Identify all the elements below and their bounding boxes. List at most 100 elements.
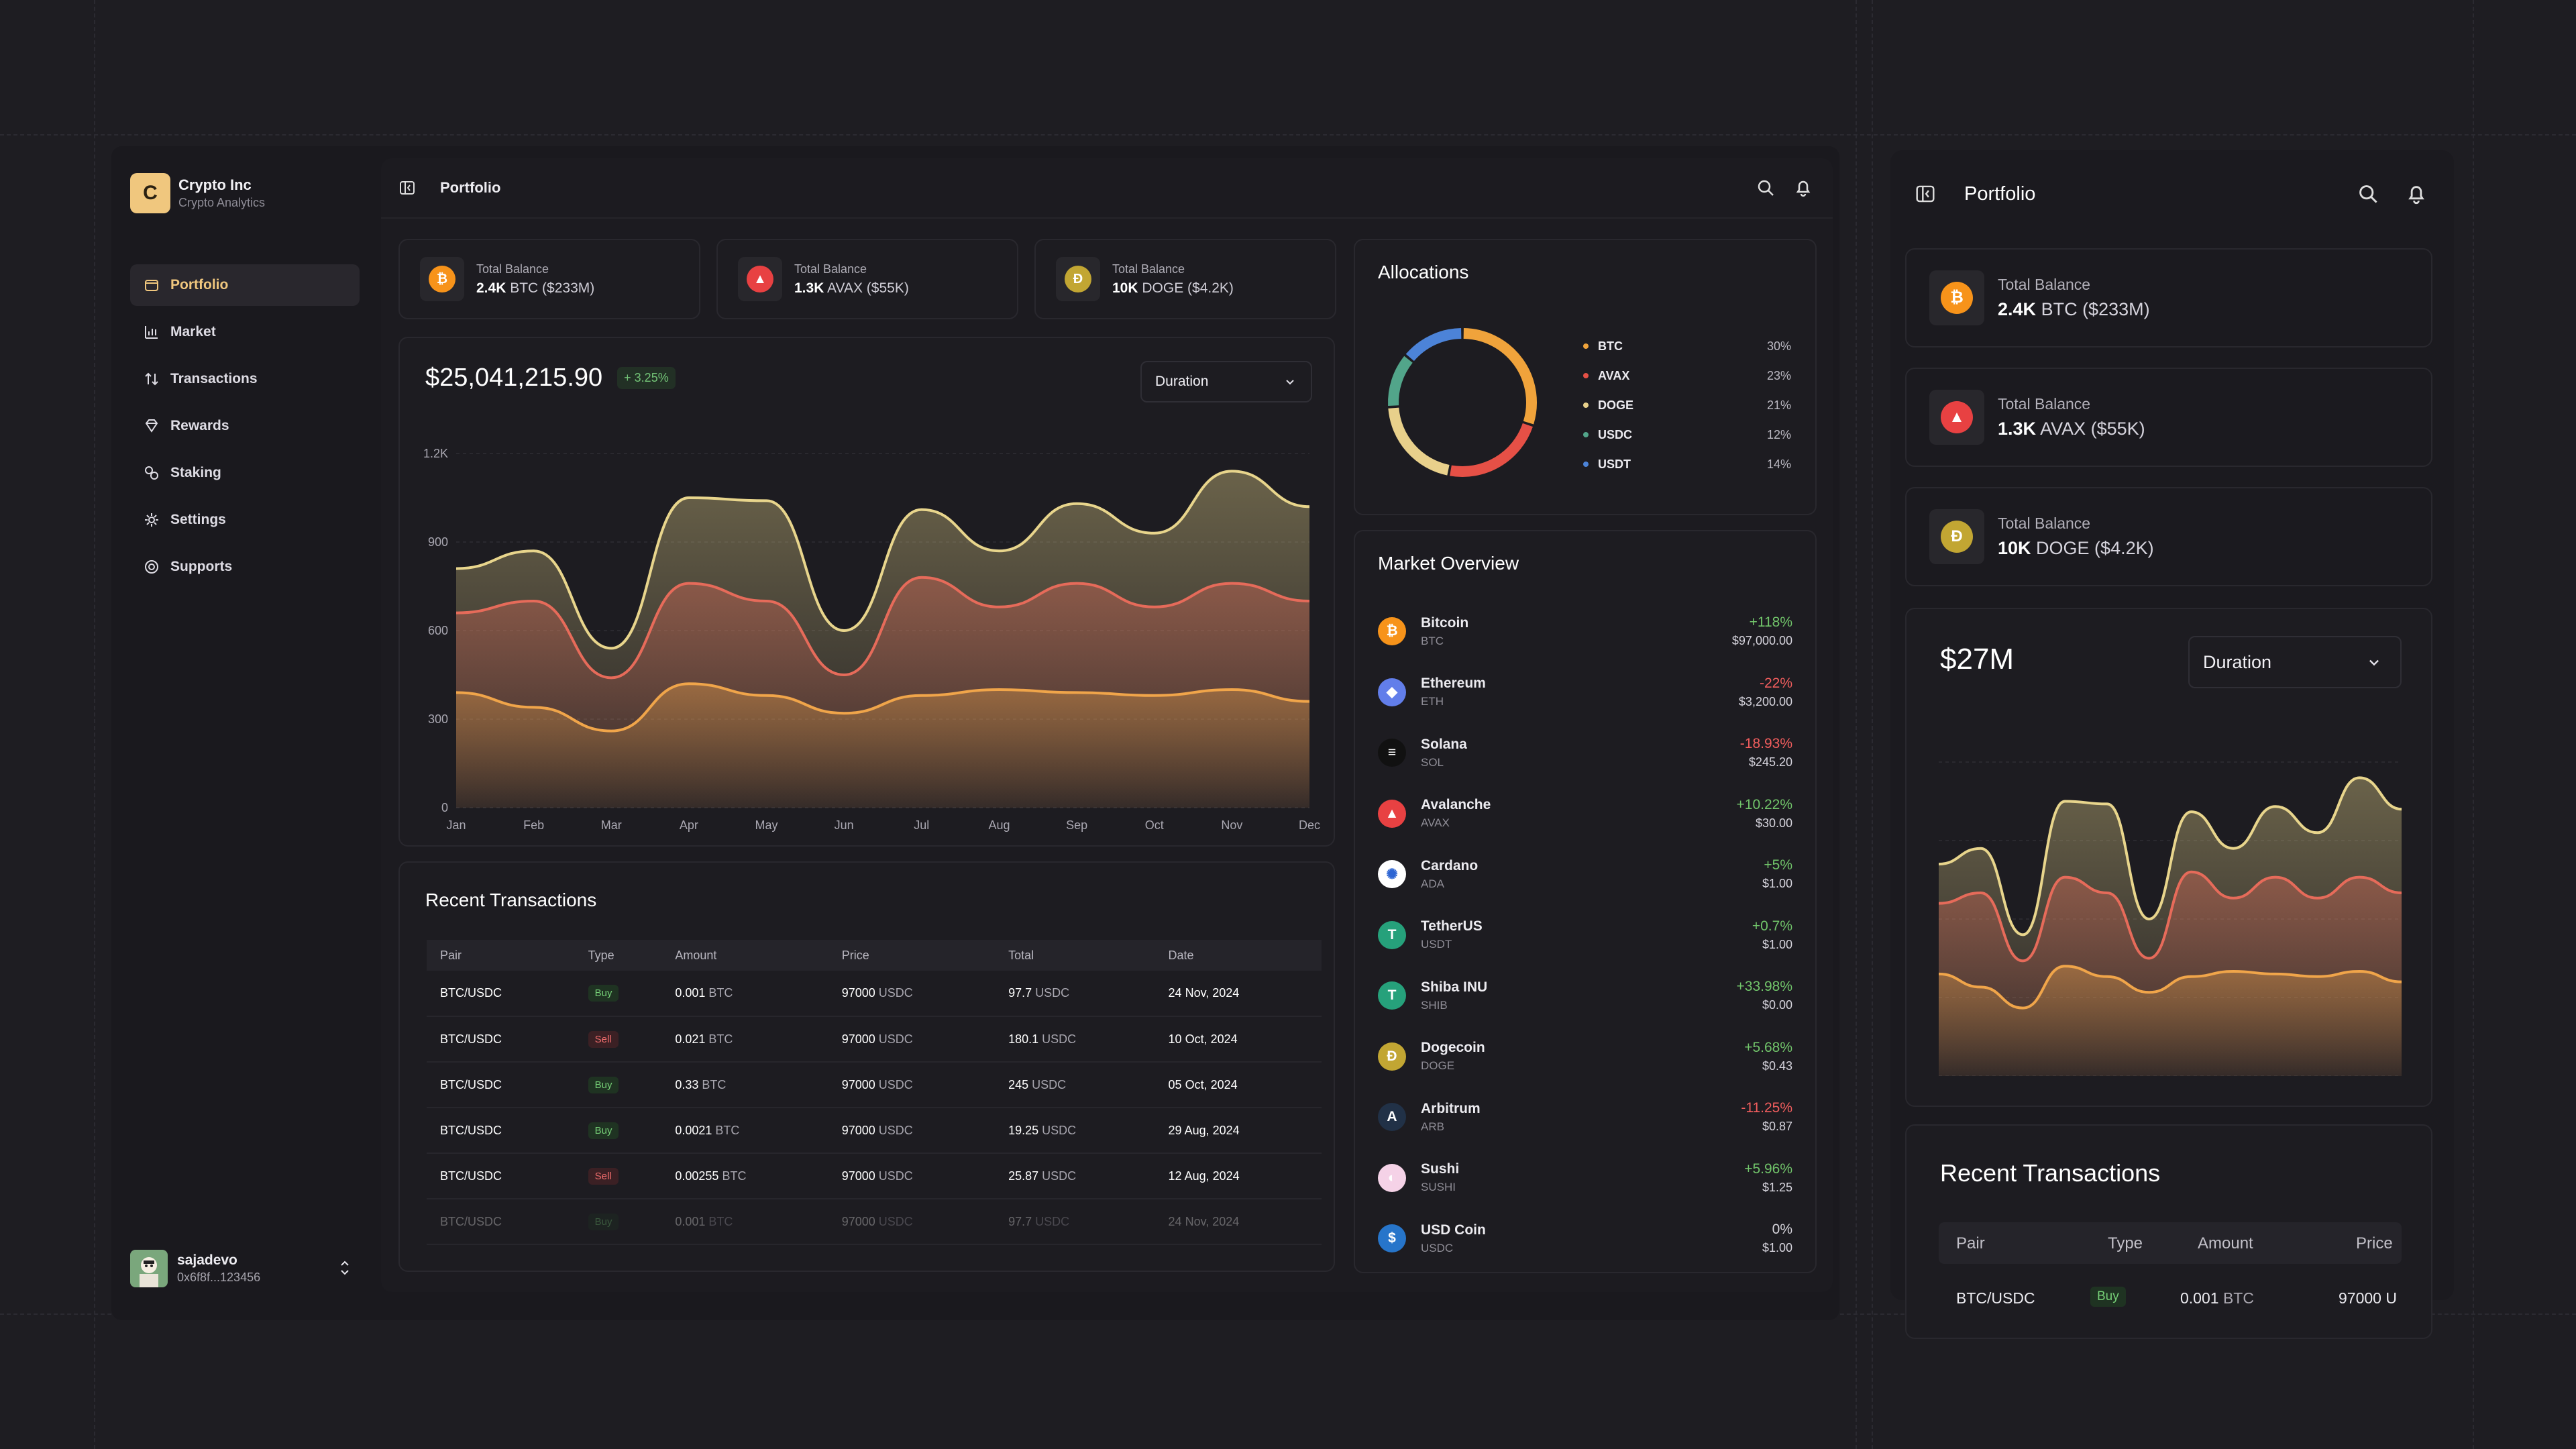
table-row[interactable]: BTC/USDC Buy 0.001 BTC 97000 USDC 97.7 USDC 2… — [427, 971, 1322, 1017]
coin-symbol: USDC — [1421, 1241, 1454, 1254]
market-overview-card: Market Overview ₿ Bitcoin BTC +118% $97,000.… — [1354, 530, 1817, 1273]
price: 97000 U — [2339, 1289, 2397, 1307]
sidebar-item-supports[interactable]: Supports — [130, 546, 360, 588]
coin-symbol: SHIB — [1421, 998, 1448, 1012]
amount_unit: BTC — [702, 1077, 727, 1091]
brand[interactable]: C Crypto Inc Crypto Analytics — [130, 173, 265, 213]
balance-card[interactable]: ₿ Total Balance 2.4K BTC ($233M) — [398, 239, 700, 319]
market-row[interactable]: ◆ Ethereum ETH -22% $3,200.00 — [1355, 662, 1815, 722]
coin-icon: Ð — [1065, 266, 1091, 292]
sidebar-item-label: Market — [170, 324, 216, 339]
market-row[interactable]: T Shiba INU SHIB +33.98% $0.00 — [1355, 965, 1815, 1026]
sidebar-toggle-icon[interactable] — [1915, 183, 1936, 205]
legend-dot — [1583, 402, 1589, 408]
market-row[interactable]: ▲ Avalanche AVAX +10.22% $30.00 — [1355, 784, 1815, 844]
sidebar-nav: Portfolio Market Transactions Rewards Stakin… — [130, 264, 360, 593]
line-series-1 — [1939, 870, 2402, 963]
duration-select[interactable]: Duration — [1140, 361, 1312, 402]
balance-value: 10K DOGE ($4.2K) — [1112, 280, 1234, 297]
amount: 0.001 BTC — [2180, 1289, 2254, 1307]
table-row[interactable]: BTC/USDC Buy 0.0021 BTC 97000 USDC 19.25 USD… — [427, 1108, 1322, 1154]
market-row[interactable]: ≡ Solana SOL -18.93% $245.20 — [1355, 722, 1815, 783]
coin-symbol: ARB — [1421, 1120, 1444, 1133]
coin-change: +0.7% — [1752, 918, 1792, 934]
guide-line — [94, 0, 95, 1449]
table-row[interactable]: BTC/USDC Sell 0.021 BTC 97000 USDC 180.1 USD… — [427, 1016, 1322, 1063]
market-row[interactable]: ◐ Sushi SUSHI +5.96% $1.25 — [1355, 1148, 1815, 1208]
allocation-segment-usdc — [1388, 356, 1413, 407]
sidebar-item-staking[interactable]: Staking — [130, 452, 360, 494]
chevron-up-down-icon[interactable] — [337, 1258, 353, 1277]
coin-price: $1.00 — [1762, 1241, 1792, 1254]
bell-icon[interactable] — [2406, 183, 2427, 205]
mobile-page-title: Portfolio — [1964, 182, 2036, 205]
support-icon — [142, 557, 161, 576]
total_unit: USDC — [1035, 986, 1070, 1000]
allocations-legend: BTC 30% AVAX 23% DOGE 21% USDC 12% USDT 14% — [1583, 331, 1791, 479]
coin-icon: ≡ — [1378, 739, 1406, 767]
sidebar-item-market[interactable]: Market — [130, 311, 360, 353]
coin-icon: T — [1378, 981, 1406, 1010]
table-row[interactable]: BTC/USDC Buy 0.33 BTC 97000 USDC 245 USDC 05 … — [427, 1062, 1322, 1108]
coin-symbol: DOGE — [1421, 1059, 1455, 1072]
allocation-percent: 12% — [1766, 427, 1791, 441]
y-tick-label: 600 — [428, 624, 448, 637]
sidebar-item-rewards[interactable]: Rewards — [130, 405, 360, 447]
allocation-segment-avax — [1450, 423, 1533, 477]
market-row[interactable]: Ð Dogecoin DOGE +5.68% $0.43 — [1355, 1026, 1815, 1087]
sidebar-toggle-icon[interactable] — [398, 179, 416, 197]
mobile-balance-card[interactable]: ₿ Total Balance 2.4K BTC ($233M) — [1905, 248, 2432, 347]
line-series-0 — [455, 470, 1310, 650]
market-row[interactable]: $ USD Coin USDC 0% $1.00 — [1355, 1208, 1815, 1269]
balance-card[interactable]: ▲ Total Balance 1.3K AVAX ($55K) — [716, 239, 1018, 319]
coin-price: $1.25 — [1762, 1180, 1792, 1194]
allocation-percent: 23% — [1766, 368, 1791, 382]
mobile-balance-card[interactable]: Ð Total Balance 10K DOGE ($4.2K) — [1905, 487, 2432, 586]
x-tick-label: May — [755, 818, 778, 832]
sidebar-item-settings[interactable]: Settings — [130, 499, 360, 541]
date: 24 Nov, 2024 — [1168, 1214, 1240, 1228]
market-row[interactable]: A Arbitrum ARB -11.25% $0.87 — [1355, 1087, 1815, 1147]
x-tick-label: Feb — [523, 818, 544, 832]
sidebar-item-portfolio[interactable]: Portfolio — [130, 264, 360, 306]
coin-icon: ₿ — [429, 266, 455, 292]
coin-price: $245.20 — [1748, 755, 1792, 769]
allocation-legend-item: AVAX 23% — [1583, 361, 1791, 390]
search-icon[interactable] — [1756, 178, 1775, 197]
mobile-table-header — [1939, 1222, 2402, 1264]
coin-change: +118% — [1749, 614, 1792, 630]
table-row[interactable]: BTC/USDC Buy 0.001 BTC 97000 USDC 97.7 USDC 2… — [427, 1199, 1322, 1245]
market-row[interactable]: T TetherUS USDT +0.7% $1.00 — [1355, 905, 1815, 965]
allocation-name: USDC — [1598, 427, 1633, 441]
balance-amount: 1.3K — [1998, 419, 2037, 439]
portfolio-value: $25,041,215.90 — [425, 364, 603, 392]
coin-change: -11.25% — [1741, 1100, 1792, 1116]
market-row[interactable]: ✺ Cardano ADA +5% $1.00 — [1355, 844, 1815, 904]
mobile-duration-select[interactable]: Duration — [2188, 636, 2402, 688]
coin-symbol: BTC — [1421, 634, 1444, 647]
sidebar-item-label: Portfolio — [170, 277, 229, 292]
mobile-balance-card[interactable]: ▲ Total Balance 1.3K AVAX ($55K) — [1905, 368, 2432, 467]
coin-change: +5.68% — [1744, 1039, 1792, 1055]
coin-icon: ▲ — [747, 266, 773, 292]
bell-icon[interactable] — [1794, 178, 1813, 197]
pair: BTC/USDC — [440, 1169, 502, 1183]
line-series-1 — [455, 576, 1310, 680]
duration-label: Duration — [1155, 374, 1209, 389]
market-row[interactable]: ₿ Bitcoin BTC +118% $97,000.00 — [1355, 601, 1815, 661]
table-row[interactable]: BTC/USDC Sell 0.00255 BTC 97000 USDC 25.87 U… — [427, 1153, 1322, 1199]
area-fill-series-2 — [1939, 966, 2402, 1076]
coin-price: $0.87 — [1762, 1120, 1792, 1133]
table-header-amount: Amount — [661, 940, 828, 971]
legend-dot — [1583, 432, 1589, 437]
coin-price: $30.00 — [1755, 816, 1792, 830]
balance-card[interactable]: Ð Total Balance 10K DOGE ($4.2K) — [1034, 239, 1336, 319]
y-tick-label: 900 — [428, 535, 448, 549]
user-profile[interactable]: sajadevo 0x6f8f...123456 — [130, 1245, 360, 1292]
sidebar-item-label: Supports — [170, 559, 233, 574]
sidebar-item-transactions[interactable]: Transactions — [130, 358, 360, 400]
search-icon[interactable] — [2357, 183, 2379, 205]
guide-line — [1872, 0, 1873, 1449]
mobile-transaction-row[interactable]: BTC/USDC Buy 0.001 BTC 97000 U — [1939, 1279, 2402, 1319]
buy-badge: Buy — [588, 1076, 619, 1093]
